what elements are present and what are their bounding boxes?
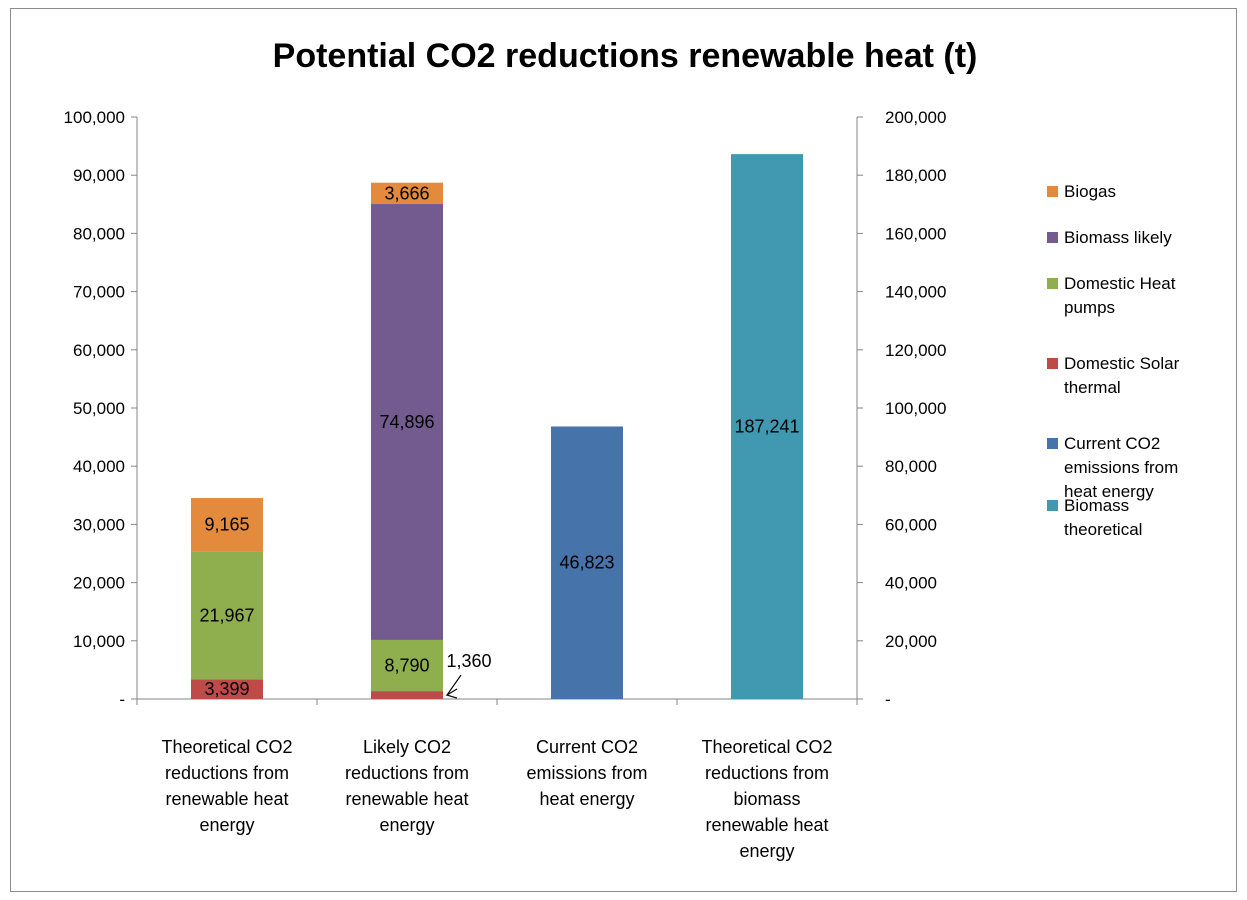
left-tick-label: 30,000 [73, 515, 125, 534]
right-tick-label: 40,000 [885, 574, 937, 593]
right-tick-label: - [885, 690, 891, 709]
data-label: 9,165 [204, 515, 249, 535]
bars [191, 154, 803, 700]
legend-label: Biogas [1064, 182, 1116, 201]
right-tick-label: 120,000 [885, 341, 946, 360]
legend-swatch [1047, 278, 1058, 289]
chart-title: Potential CO2 reductions renewable heat … [273, 37, 978, 75]
bar-segment [731, 154, 803, 700]
annotation-arrow-line [446, 674, 462, 696]
legend: Biogas Biomass likely Domestic Heat pumps Do… [1047, 182, 1180, 539]
data-label: 187,241 [734, 417, 799, 437]
legend-swatch [1047, 438, 1058, 449]
category-label: Likely CO2 reductions from renewable heat e… [345, 737, 469, 835]
left-tick-label: 40,000 [73, 457, 125, 476]
left-tick-label: 20,000 [73, 574, 125, 593]
right-tick-label: 60,000 [885, 515, 937, 534]
left-tick-label: 80,000 [73, 224, 125, 243]
data-label: 3,399 [204, 679, 249, 699]
bar-segment [191, 498, 263, 552]
data-label: 46,823 [559, 553, 614, 573]
legend-label: Biomass likely [1064, 228, 1172, 247]
chart-container: Potential CO2 reductions renewable heat … [10, 8, 1237, 892]
annotation-arrow-head [445, 688, 458, 699]
category-label: Current CO2 emissions from heat energy [526, 737, 647, 809]
bar-segment [371, 639, 443, 692]
right-tick-label: 180,000 [885, 166, 946, 185]
legend-label: Domestic Heat pumps [1064, 274, 1176, 317]
bar-segment [371, 204, 443, 640]
legend-label: Current CO2 emissions from heat energy [1064, 434, 1178, 501]
right-tick-label: 140,000 [885, 283, 946, 302]
chart-svg: Potential CO2 reductions renewable heat … [64, 37, 1180, 861]
left-tick-label: - [119, 690, 125, 709]
right-tick-label: 160,000 [885, 224, 946, 243]
bar-segment [551, 426, 623, 699]
data-label: 74,896 [379, 412, 434, 432]
legend-swatch [1047, 232, 1058, 243]
legend-swatch [1047, 186, 1058, 197]
bar-segment [371, 182, 443, 205]
legend-label: Biomass theoretical [1064, 496, 1142, 539]
category-label: Theoretical CO2 reductions from biomass ren… [701, 737, 832, 861]
category-label: Theoretical CO2 reductions from renewable … [161, 737, 292, 835]
legend-swatch [1047, 358, 1058, 369]
bar-segment [191, 551, 263, 680]
left-tick-label: 60,000 [73, 341, 125, 360]
data-label: 3,666 [384, 183, 429, 203]
left-tick-label: 70,000 [73, 283, 125, 302]
left-tick-label: 50,000 [73, 399, 125, 418]
legend-label: Domestic Solar thermal [1064, 354, 1180, 397]
bar-segment [371, 691, 443, 699]
bar-segment [191, 679, 263, 699]
right-tick-label: 200,000 [885, 108, 946, 127]
left-tick-label: 90,000 [73, 166, 125, 185]
left-tick-label: 10,000 [73, 632, 125, 651]
data-label: 8,790 [384, 656, 429, 676]
annotation-label: 1,360 [446, 651, 491, 671]
right-tick-label: 20,000 [885, 632, 937, 651]
left-tick-label: 100,000 [64, 108, 125, 127]
right-tick-label: 100,000 [885, 399, 946, 418]
axes: - 10,000 20,000 30,000 40,000 50,000 60,000 70,… [64, 108, 947, 861]
legend-swatch [1047, 500, 1058, 511]
data-labels: 3,399 1,360 21,967 8,790 74,896 9,165 3,666 46,… [199, 183, 799, 699]
right-tick-label: 80,000 [885, 457, 937, 476]
data-label: 21,967 [199, 605, 254, 625]
